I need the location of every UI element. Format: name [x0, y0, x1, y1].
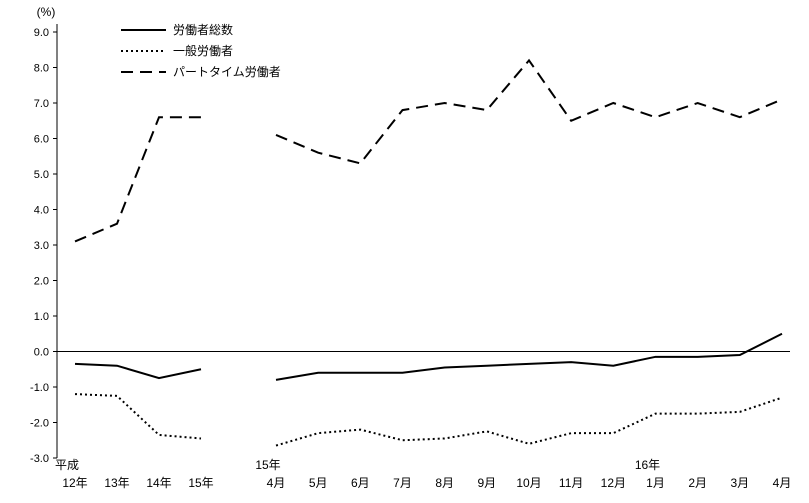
y-tick-label: -3.0 [30, 453, 49, 465]
series-general-workers-line [74, 393, 202, 440]
y-tick-label: -2.0 [30, 418, 49, 430]
x-tick-label: 7月 [393, 476, 412, 490]
x-tick-label: 6月 [351, 476, 370, 490]
x-tick-label: 12年 [62, 476, 87, 490]
x-tick-label: 12月 [601, 476, 626, 490]
y-tick-label: 3.0 [34, 240, 49, 252]
legend-total-workers-label: 労働者総数 [173, 22, 233, 37]
axes: (%) -3.0 -2.0 -1.0 0.0 1.0 2.0 3.0 4.0 5.0 6.0 7.0 8… [30, 5, 790, 465]
x-tick-label: 5月 [309, 476, 328, 490]
x-axis-labels: 12年 13年 14年 15年 4月 5月 6月 7月 8月 9月 10月 11月 12月 1月 2月 3月 4… [55, 458, 791, 490]
series-part-time-workers-line [74, 116, 201, 243]
y-tick-label: 0.0 [34, 347, 49, 359]
y-tick-label: -1.0 [30, 382, 49, 394]
x-tick-label: 14年 [146, 476, 171, 490]
y-tick-label: 1.0 [34, 311, 49, 323]
series-total-workers [74, 332, 783, 381]
y-tick-label: 8.0 [34, 63, 49, 75]
x-tick-label: 1月 [646, 476, 665, 490]
series-total-workers-line [275, 332, 783, 381]
x-era-label: 15年 [255, 458, 280, 472]
legend-part-time-workers-label: パートタイム労働者 [173, 65, 281, 79]
x-tick-label: 9月 [477, 476, 496, 490]
y-tick-label: 4.0 [34, 205, 49, 217]
x-tick-label: 11月 [559, 476, 583, 490]
y-tick-label: 5.0 [34, 169, 49, 181]
x-tick-label: 10月 [516, 476, 541, 490]
series-total-workers-line [74, 362, 202, 380]
series-part-time-workers [74, 58, 783, 243]
x-tick-label: 4月 [267, 476, 286, 490]
x-tick-label: 2月 [688, 476, 707, 490]
x-tick-label: 4月 [773, 476, 792, 490]
y-axis-unit-label: (%) [37, 5, 56, 19]
series-general-workers-line [275, 396, 783, 447]
x-era-label: 平成 [55, 458, 79, 472]
x-tick-label: 3月 [730, 476, 749, 490]
y-tick-label: 9.0 [34, 27, 49, 39]
series-part-time-workers-line [275, 58, 783, 165]
x-tick-label: 15年 [188, 476, 213, 490]
series-general-workers [74, 393, 783, 447]
y-tick-label: 7.0 [34, 98, 49, 110]
x-tick-label: 8月 [435, 476, 454, 490]
x-era-label: 16年 [635, 458, 660, 472]
x-tick-label: 13年 [104, 476, 129, 490]
y-tick-label: 6.0 [34, 134, 49, 146]
y-tick-label: 2.0 [34, 276, 49, 288]
legend-general-workers-label: 一般労働者 [173, 43, 233, 58]
